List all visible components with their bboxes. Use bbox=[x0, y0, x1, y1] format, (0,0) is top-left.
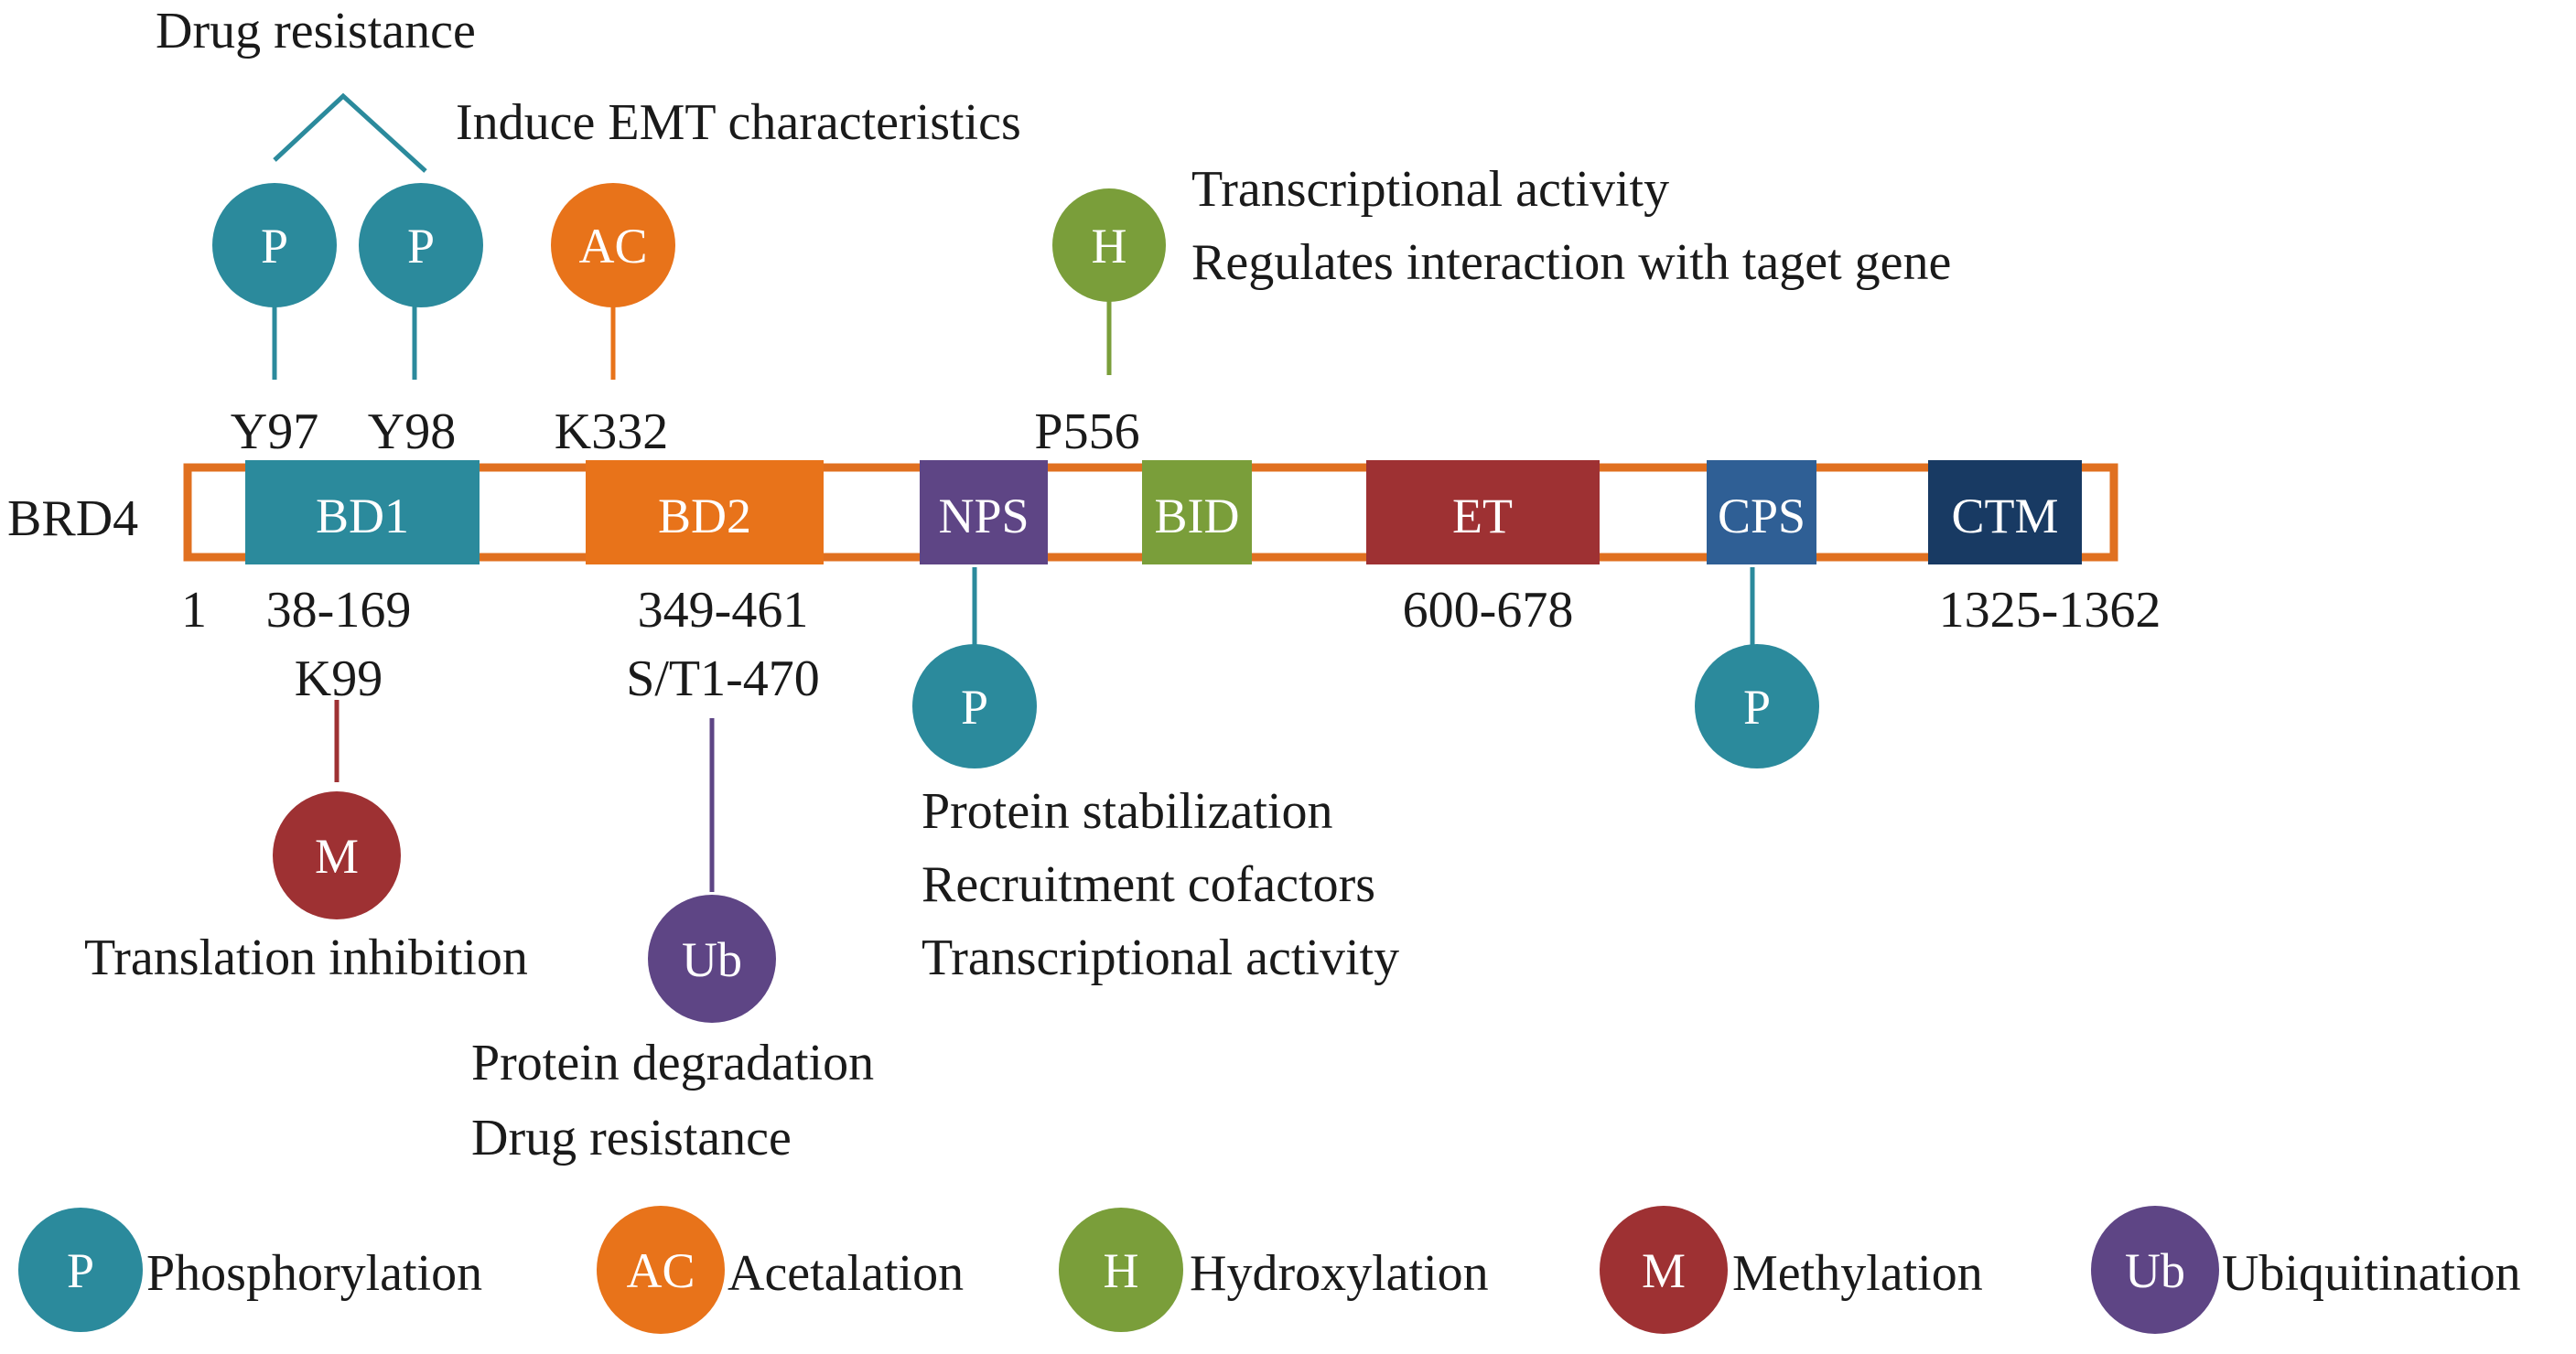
range-bd1: 38-169 bbox=[266, 582, 412, 639]
legend: P Phosphorylation AC Acetalation H Hydro… bbox=[18, 1206, 2521, 1334]
legend-badge-text: H bbox=[1104, 1243, 1139, 1298]
domain-et-label: ET bbox=[1452, 489, 1513, 543]
legend-label: Phosphorylation bbox=[146, 1245, 482, 1302]
site-st: S/T1-470 bbox=[626, 650, 820, 707]
site-y97: Y97 bbox=[231, 403, 318, 460]
site-k99: K99 bbox=[295, 650, 383, 707]
legend-item-methylation: M Methylation bbox=[1600, 1206, 1983, 1334]
badge-text: Ub bbox=[682, 932, 742, 987]
annotation-protein-stabilization: Protein stabilization bbox=[922, 783, 1332, 840]
methylation-badge-k99 bbox=[273, 791, 401, 919]
domain-bid-label: BID bbox=[1155, 489, 1240, 543]
range-ctm: 1325-1362 bbox=[1939, 582, 2161, 639]
legend-badge-text: M bbox=[1642, 1243, 1686, 1298]
phosphorylation-badge-y97 bbox=[212, 183, 337, 307]
phosphorylation-badge-y98 bbox=[359, 183, 483, 307]
legend-item-phosphorylation: P Phosphorylation bbox=[18, 1208, 482, 1332]
domain-bid bbox=[1142, 460, 1252, 564]
annotations: Drug resistance Induce EMT characteristi… bbox=[84, 3, 1951, 1166]
ubiquitination-badge-st bbox=[648, 895, 776, 1023]
hydroxylation-badge-p556 bbox=[1052, 188, 1166, 302]
phosphorylation-badge-nps bbox=[912, 644, 1037, 768]
badge-text: P bbox=[407, 219, 435, 274]
domain-ctm-label: CTM bbox=[1951, 489, 2058, 543]
site-y98: Y98 bbox=[368, 403, 456, 460]
badge-text: P bbox=[1743, 680, 1771, 735]
legend-methylation-badge bbox=[1600, 1206, 1728, 1334]
annotation-transcriptional-activity-top: Transcriptional activity bbox=[1191, 161, 1669, 218]
ptm-badges: P P AC H P P M Ub bbox=[212, 183, 1819, 1023]
brd4-bar: BRD4 BD1 BD2 NPS BID ET CPS CTM bbox=[7, 460, 2118, 564]
drug-resistance-bracket bbox=[273, 92, 427, 173]
badge-text: AC bbox=[578, 219, 647, 274]
range-et: 600-678 bbox=[1403, 582, 1574, 639]
protein-label: BRD4 bbox=[7, 490, 138, 547]
acetylation-badge-k332 bbox=[551, 183, 675, 307]
annotation-regulates-interaction: Regulates interaction with taget gene bbox=[1191, 234, 1951, 291]
legend-item-ubiquitination: Ub Ubiquitination bbox=[2091, 1206, 2521, 1334]
legend-item-hydroxylation: H Hydroxylation bbox=[1059, 1208, 1489, 1332]
domain-cps bbox=[1707, 460, 1816, 564]
start-position: 1 bbox=[181, 582, 207, 639]
connector-lines bbox=[272, 92, 1755, 892]
domain-bd1-label: BD1 bbox=[316, 489, 409, 543]
legend-label: Ubiquitination bbox=[2222, 1245, 2521, 1302]
range-bd2: 349-461 bbox=[638, 582, 809, 639]
annotation-recruitment-cofactors: Recruitment cofactors bbox=[922, 856, 1375, 913]
domain-bd2-label: BD2 bbox=[658, 489, 751, 543]
annotation-drug-resistance-bottom: Drug resistance bbox=[471, 1110, 792, 1166]
domain-nps-label: NPS bbox=[938, 489, 1029, 543]
badge-text: P bbox=[961, 680, 988, 735]
annotation-drug-resistance-top: Drug resistance bbox=[156, 3, 476, 59]
phosphorylation-badge-cps bbox=[1695, 644, 1819, 768]
site-p556: P556 bbox=[1034, 403, 1139, 460]
annotation-induce-emt: Induce EMT characteristics bbox=[456, 94, 1021, 151]
legend-acetylation-badge bbox=[597, 1206, 725, 1334]
legend-badge-text: AC bbox=[626, 1243, 695, 1298]
legend-item-acetylation: AC Acetalation bbox=[597, 1206, 964, 1334]
badge-text: H bbox=[1092, 219, 1127, 274]
annotation-protein-degradation: Protein degradation bbox=[471, 1035, 874, 1091]
legend-badge-text: P bbox=[67, 1243, 94, 1298]
domain-et bbox=[1366, 460, 1600, 564]
domain-nps bbox=[920, 460, 1048, 564]
domain-bd2 bbox=[586, 460, 824, 564]
site-labels: Y97 Y98 K332 P556 K99 S/T1-470 bbox=[231, 403, 1140, 707]
legend-label: Hydroxylation bbox=[1190, 1245, 1489, 1302]
legend-label: Methylation bbox=[1732, 1245, 1983, 1302]
legend-label: Acetalation bbox=[728, 1245, 964, 1302]
badge-text: P bbox=[261, 219, 288, 274]
legend-phosphorylation-badge bbox=[18, 1208, 143, 1332]
domain-ctm bbox=[1928, 460, 2082, 564]
legend-hydroxylation-badge bbox=[1059, 1208, 1183, 1332]
annotation-translation-inhibition: Translation inhibition bbox=[84, 930, 528, 986]
domain-cps-label: CPS bbox=[1718, 489, 1805, 543]
legend-badge-text: Ub bbox=[2125, 1243, 2185, 1298]
legend-ubiquitination-badge bbox=[2091, 1206, 2219, 1334]
badge-text: M bbox=[315, 829, 359, 884]
domain-bd1 bbox=[245, 460, 480, 564]
position-labels: 1 38-169 349-461 600-678 1325-1362 bbox=[181, 582, 2161, 639]
site-k332: K332 bbox=[555, 403, 668, 460]
annotation-transcriptional-activity-bottom: Transcriptional activity bbox=[922, 930, 1399, 986]
